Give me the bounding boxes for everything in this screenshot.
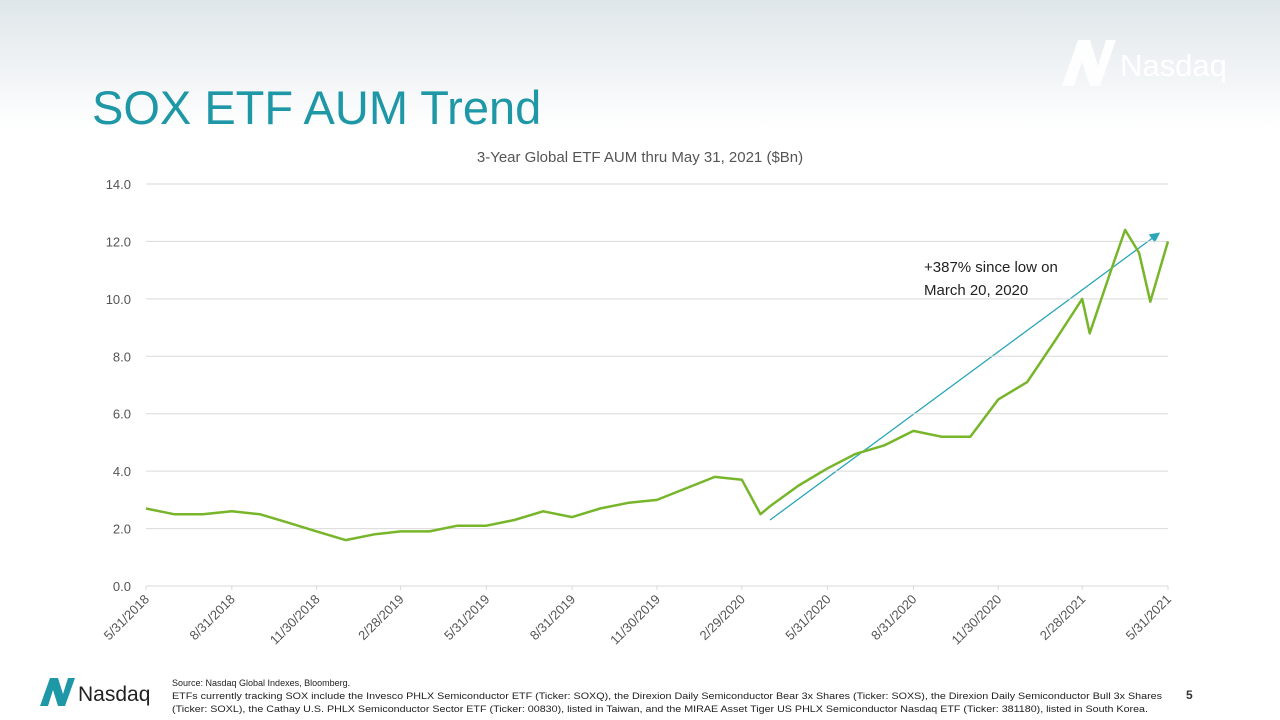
y-tick-label: 2.0: [113, 522, 131, 537]
x-tick-label: 11/30/2020: [948, 592, 1004, 648]
x-tick-label: 5/31/2021: [1123, 592, 1175, 644]
top-logo: Nasdaq: [1062, 40, 1227, 86]
page-number: 5: [1186, 688, 1193, 702]
brand-top: Nasdaq: [1120, 48, 1227, 83]
y-tick-label: 0.0: [113, 579, 131, 594]
x-tick-label: 8/31/2018: [186, 592, 238, 644]
x-tick-label: 8/31/2020: [868, 592, 920, 644]
x-tick-label: 2/28/2019: [355, 592, 407, 644]
y-tick-label: 10.0: [106, 292, 131, 307]
y-tick-label: 14.0: [106, 177, 131, 192]
x-tick-label: 2/29/2020: [696, 592, 748, 644]
y-tick-label: 4.0: [113, 464, 131, 479]
brand-bottom: Nasdaq: [78, 683, 150, 706]
chart-title: 3-Year Global ETF AUM thru May 31, 2021 …: [477, 149, 803, 166]
x-tick-label: 8/31/2019: [527, 592, 579, 644]
note: (Ticker: SOXL), the Cathay U.S. PHLX Sem…: [172, 704, 1148, 714]
y-tick-label: 8.0: [113, 349, 131, 364]
x-tick-label: 11/30/2018: [267, 592, 323, 648]
annotation: March 20, 2020: [924, 282, 1028, 299]
trend-arrow: [769, 232, 1161, 521]
x-tick-label: 11/30/2019: [607, 592, 663, 648]
data-line: [145, 228, 1170, 542]
header-background: [0, 0, 1280, 130]
source: Source: Nasdaq Global Indexes, Bloomberg…: [172, 678, 350, 688]
x-tick-label: 5/31/2018: [101, 592, 153, 644]
x-tick-label: 5/31/2019: [441, 592, 493, 644]
slide-title: SOX ETF AUM Trend: [92, 81, 541, 134]
x-tick-label: 2/28/2021: [1037, 592, 1089, 644]
annotation: +387% since low on: [924, 259, 1058, 276]
bottom-logo: Nasdaq: [40, 678, 150, 706]
y-tick-label: 12.0: [106, 234, 131, 249]
note: ETFs currently tracking SOX include the …: [172, 691, 1163, 701]
x-tick-label: 5/31/2020: [782, 592, 834, 644]
y-tick-label: 6.0: [113, 407, 131, 422]
